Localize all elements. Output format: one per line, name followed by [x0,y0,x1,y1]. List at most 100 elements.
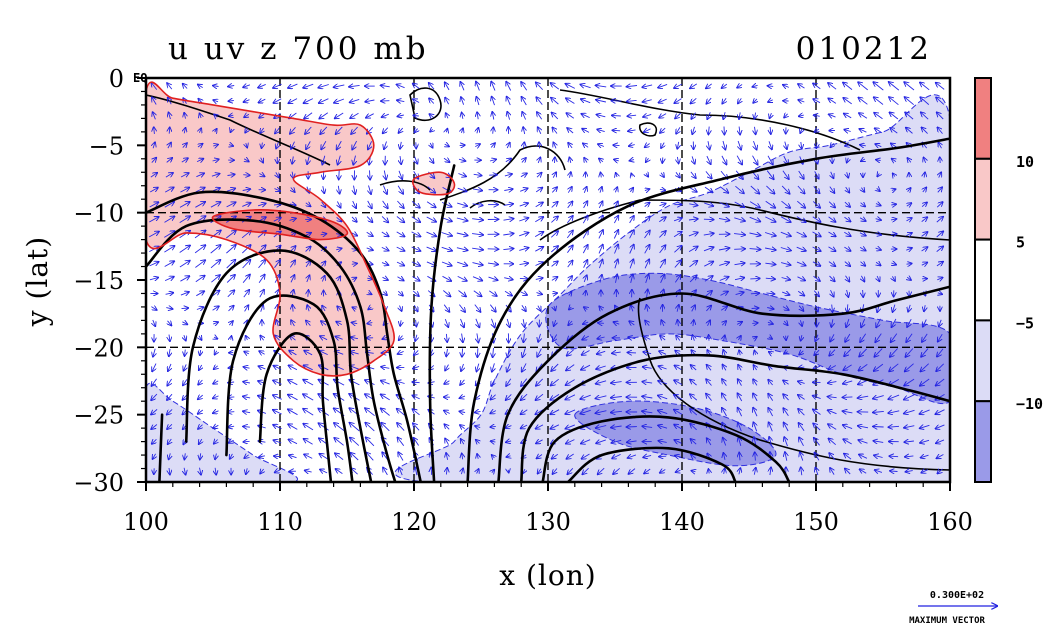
wind-vector-11 [148,232,159,238]
wind-vector-822 [615,245,619,254]
wind-vector-948 [691,112,695,119]
wind-vector-498 [426,246,437,251]
wind-vector-437 [400,141,401,149]
wind-vector-1125 [786,336,787,340]
wind-vector-1017 [724,335,725,341]
wind-vector-51 [167,423,173,429]
wind-vector-1026 [724,469,725,474]
wind-vector-640 [508,348,510,357]
wind-vector-570 [477,112,478,120]
wind-vector-949 [692,126,694,134]
wind-vector-50 [167,409,173,414]
wind-vector-308 [320,234,327,235]
wind-vector-627 [505,159,511,162]
wind-vector-874 [644,216,650,223]
wind-vector-862 [627,441,637,442]
wind-vector-1009 [718,218,729,220]
y-tick-label-1: −5 [89,132,124,160]
wind-vector-293 [303,409,314,416]
wind-vector-144 [226,202,236,208]
wind-vector-532 [446,348,447,356]
wind-vector-271 [303,83,314,88]
wind-vector-1018 [723,350,725,356]
wind-vector-939 [674,380,683,385]
wind-vector-36 [164,202,174,208]
wind-vector-22 [151,393,158,400]
wind-vector-1005 [721,155,727,165]
wind-vector-375 [350,423,360,432]
wind-vector-524 [441,233,453,236]
wind-vector-653 [523,142,524,149]
wind-vector-591 [475,426,481,428]
wind-vector-31 [169,127,170,134]
wind-vector-788 [598,144,605,146]
wind-vector-295 [304,439,313,445]
wind-vector-908 [661,320,664,327]
wind-vector-896 [661,142,664,149]
wind-vector-989 [708,320,711,326]
wind-vector-792 [599,201,602,209]
wind-vector-518 [445,144,449,146]
wind-vector-741 [567,245,572,253]
wind-vector-1070 [752,323,757,324]
wind-vector-694 [537,348,542,357]
wind-vector-404 [366,453,374,461]
wind-vector-978 [707,155,711,164]
wind-vector-225 [273,204,281,205]
wind-vector-690 [536,293,543,295]
wind-vector-571 [477,128,479,134]
wind-vector-608 [488,277,498,280]
wind-vector-1293 [873,427,884,428]
wind-vector-96 [196,291,204,297]
wind-vector-947 [691,97,697,103]
wind-vector-952 [690,171,696,178]
wind-vector-239 [273,410,282,415]
wind-vector-196 [259,174,264,177]
wind-vector-1034 [735,185,744,193]
wind-vector-622 [506,82,512,91]
wind-vector-432 [383,468,388,476]
wind-vector-733 [567,128,574,134]
wind-vector-474 [412,290,419,296]
x-tick-label-130: 130 [525,508,571,536]
wind-vector-654 [522,158,526,163]
wind-vector-429 [381,423,390,432]
wind-vector-135 [215,467,216,475]
wind-vector-799 [599,306,602,310]
wind-vector-744 [569,292,572,296]
wind-vector-871 [646,173,648,176]
wind-vector-618 [490,426,496,427]
wind-vector-1069 [751,308,759,309]
wind-vector-101 [199,364,202,370]
wind-vector-851 [631,274,633,284]
wind-vector-943 [674,440,682,443]
wind-vector-413 [383,185,387,195]
wind-vector-922 [676,127,680,133]
wind-vector-921 [675,112,682,118]
wind-vector-516 [446,113,448,119]
wind-vector-930 [674,246,681,253]
wind-vector-176 [242,275,250,283]
wind-vector-110 [213,100,218,102]
wind-vector-631 [503,219,514,221]
wind-vector-767 [582,230,588,239]
wind-vector-40 [164,261,175,267]
wind-vector-94 [195,260,205,268]
wind-vector-412 [384,170,386,180]
wind-vector-53 [169,453,171,459]
wind-vector-68 [180,276,189,282]
wind-vector-675 [523,469,525,473]
wind-vector-919 [674,84,683,88]
wind-vector-962 [693,320,694,327]
wind-vector-755 [567,453,574,459]
y-tick-label-5: −25 [73,402,124,430]
wind-vector-815 [613,145,620,146]
wind-vector-128 [214,366,218,369]
wind-vector-253 [289,218,296,220]
wind-vector-149 [226,275,235,283]
wind-vector-483 [413,423,420,431]
x-tick-label-160: 160 [927,508,973,536]
wind-vector-453 [397,381,405,383]
coastline-australia [637,297,950,471]
wind-vector-1067 [750,278,760,279]
